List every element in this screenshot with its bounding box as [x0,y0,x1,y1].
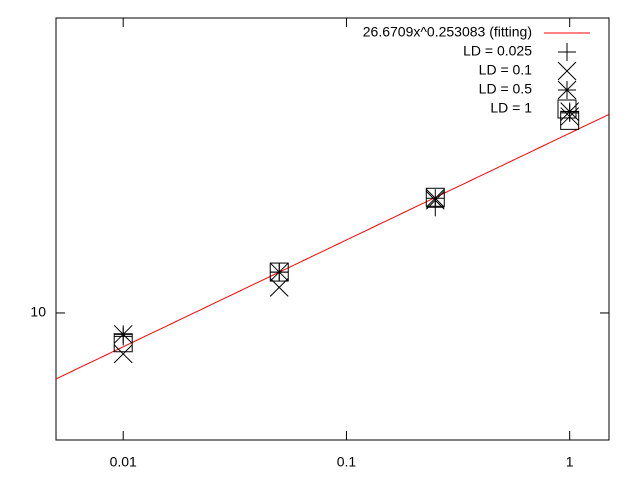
y-tick-label: 10 [30,304,46,320]
marker-box [425,187,445,207]
marker-stroke [269,262,289,282]
marker-box [425,187,445,207]
legend-label: 26.6709x^0.253083 (fitting) [363,24,532,40]
plot-frame [55,17,610,441]
marker-stroke [557,80,577,100]
legend-label: LD = 1 [490,100,532,116]
marker-box [113,333,133,353]
marker-box [560,110,580,130]
marker-box [269,262,289,282]
x-tick-label: 1 [566,454,574,470]
marker-cross [113,344,133,364]
marker-star [425,188,445,208]
x-tick-label: 0.1 [337,454,357,470]
legend-label: LD = 0.1 [479,62,533,78]
marker-plus [558,43,576,61]
marker-cross [557,61,577,81]
marker-box [269,262,289,282]
marker-stroke [113,344,133,364]
legend-label: LD = 0.025 [463,43,532,59]
marker-box [113,333,133,353]
marker-star [113,324,133,344]
fit-line [56,113,609,380]
marker-star [557,80,577,100]
marker-stroke [557,61,577,81]
x-tick-label: 0.01 [110,454,137,470]
marker-star [269,262,289,282]
marker-stroke [425,188,445,208]
legend-label: LD = 0.5 [479,81,533,97]
marker-box [560,110,580,130]
marker-box [557,99,577,119]
marker-box [557,99,577,119]
marker-stroke [113,324,133,344]
